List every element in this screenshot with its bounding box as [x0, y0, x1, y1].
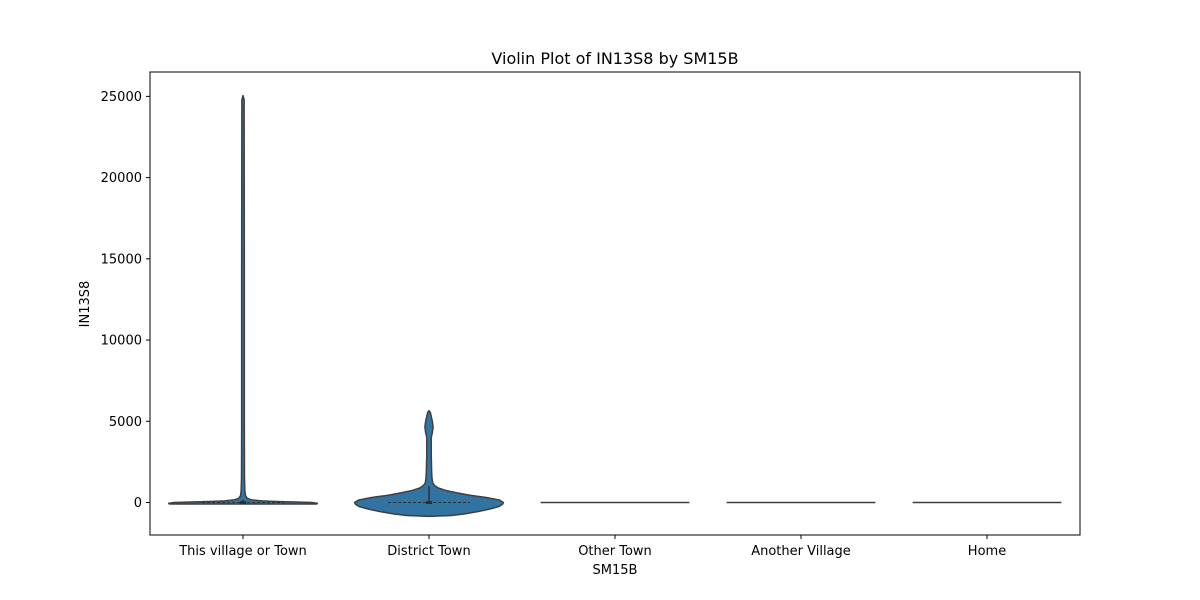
y-tick-label: 0 [134, 496, 142, 511]
x-axis-label: SM15B [593, 563, 638, 578]
x-tick-label: Home [968, 544, 1006, 559]
x-axis-ticks: This village or Town District Town Other T… [178, 535, 1006, 559]
y-tick-label: 15000 [101, 252, 142, 267]
x-tick-label: Another Village [751, 544, 851, 559]
violin-body [167, 94, 319, 505]
violin-body [353, 409, 505, 518]
x-tick-label: Other Town [578, 544, 652, 559]
y-tick-label: 5000 [109, 415, 142, 430]
y-tick-label: 25000 [101, 90, 142, 105]
violin [167, 94, 319, 505]
violin [353, 409, 505, 518]
y-tick-label: 20000 [101, 171, 142, 186]
x-tick-label: District Town [387, 544, 470, 559]
chart-title: Violin Plot of IN13S8 by SM15B [491, 49, 738, 68]
y-axis-ticks: 0 5000 10000 15000 20000 25000 [101, 90, 150, 511]
y-axis-label: IN13S8 [78, 281, 93, 328]
x-tick-label: This village or Town [178, 544, 307, 559]
y-tick-label: 10000 [101, 334, 142, 349]
violins-layer [167, 94, 1062, 518]
